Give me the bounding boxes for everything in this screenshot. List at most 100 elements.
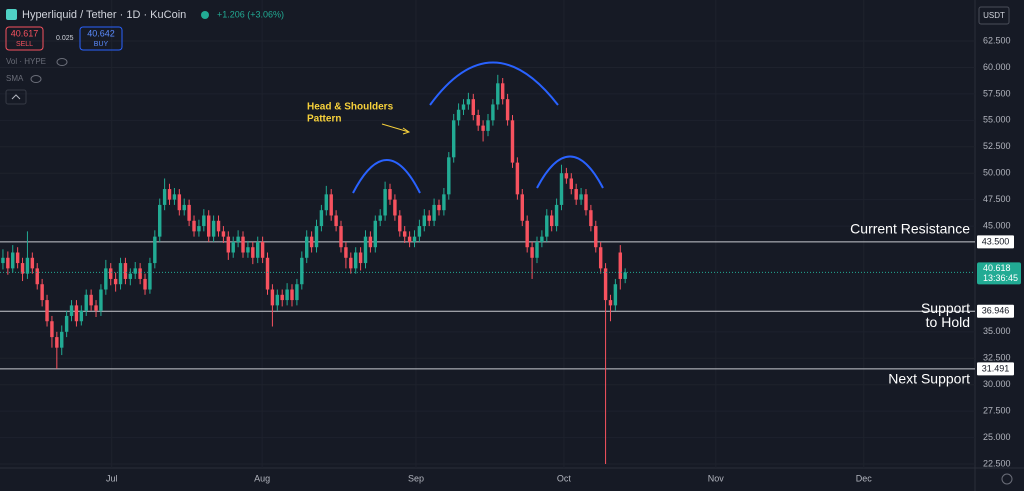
candle-body: [510, 120, 515, 163]
candle-body: [104, 268, 108, 290]
x-tick-label: Oct: [557, 473, 572, 483]
candle-body: [226, 236, 231, 253]
level-tag: [977, 235, 1014, 249]
candle-body: [329, 194, 333, 216]
candle-body: [30, 257, 35, 269]
candle-body: [280, 294, 284, 301]
candle-body: [530, 247, 534, 258]
candle-body: [94, 305, 98, 311]
candle-body: [623, 272, 627, 279]
candle-body: [412, 236, 417, 242]
candle-body: [525, 220, 529, 248]
pattern-arrow: [381, 123, 411, 135]
head-arc: [429, 61, 559, 106]
y-tick-label: 25.000: [983, 432, 1011, 442]
chevron: [11, 94, 21, 100]
candle-body: [260, 241, 265, 258]
candle-body: [182, 204, 186, 211]
candle-body: [339, 226, 343, 248]
symbol[interactable]: Hyperliquid / Tether · 1D · KuCoin: [22, 9, 186, 21]
countdown: 13:36:45: [983, 273, 1018, 283]
buy-button[interactable]: [79, 26, 123, 51]
candle-body: [540, 236, 544, 242]
candle-body: [618, 252, 622, 279]
sell-button[interactable]: [5, 26, 44, 51]
collapse-button[interactable]: [5, 89, 27, 105]
candle-body: [481, 125, 485, 131]
candle-body: [442, 194, 446, 211]
level-tag: [977, 362, 1014, 376]
candle-body: [202, 215, 206, 227]
spread: 0.025: [56, 35, 74, 42]
symbol-icon: [6, 9, 17, 20]
candle-body: [216, 220, 221, 232]
candle-body: [569, 178, 573, 190]
candle-body: [153, 236, 157, 264]
candle-body: [192, 220, 196, 232]
candle-body: [505, 99, 510, 121]
currency-button[interactable]: [978, 6, 1010, 25]
candle-body: [162, 189, 167, 205]
level-label: 31.491: [982, 363, 1010, 373]
candle-body: [74, 305, 79, 322]
candle-body: [574, 189, 578, 200]
sma-indicator[interactable]: SMA: [6, 74, 24, 83]
x-tick-label: Aug: [254, 473, 270, 483]
candle-body: [447, 157, 451, 195]
candle-body: [535, 241, 539, 258]
candle-body: [334, 215, 338, 227]
y-tick-label: 55.000: [983, 115, 1011, 125]
level-tag: [977, 304, 1014, 318]
sell-label: SELL: [16, 41, 33, 48]
y-tick-label: 52.500: [983, 141, 1011, 151]
candle-body: [388, 189, 392, 200]
candle-body: [579, 194, 583, 200]
candle-body: [1, 257, 5, 264]
currency: USDT: [983, 11, 1005, 20]
candle-body: [378, 215, 382, 221]
level-label: 36.946: [982, 306, 1010, 316]
candle-body: [407, 236, 412, 242]
candle-body: [314, 226, 319, 248]
last-price-tag: [977, 262, 1021, 285]
last-price-label: 40.618: [983, 263, 1011, 273]
hide-icon[interactable]: [30, 75, 42, 83]
candle-body: [589, 210, 593, 227]
hide-icon[interactable]: [56, 58, 68, 66]
candle-body: [373, 220, 378, 248]
candle-body: [50, 321, 54, 338]
candle-body: [545, 215, 549, 237]
candle-body: [69, 305, 74, 316]
candle-body: [613, 284, 618, 306]
candle-body: [197, 226, 201, 232]
candle-body: [358, 252, 363, 264]
candle-body: [11, 252, 15, 269]
buy-label: BUY: [94, 41, 109, 48]
y-tick-label: 50.000: [983, 168, 1011, 178]
level-annotation: Next Support: [888, 371, 970, 387]
candle-body: [221, 231, 226, 237]
candle-body: [143, 278, 147, 290]
candle-body: [471, 99, 476, 116]
candle-body: [177, 194, 182, 211]
candle-body: [246, 247, 250, 253]
candle-body: [64, 315, 69, 332]
candle-body: [45, 300, 49, 322]
candle-body: [422, 215, 427, 227]
candle-body: [15, 252, 20, 264]
candle-body: [25, 257, 30, 274]
candle-body: [295, 284, 299, 301]
candle-body: [79, 310, 84, 322]
candle-body: [113, 278, 118, 285]
volume-indicator[interactable]: Vol · HYPE: [6, 57, 46, 66]
y-tick-label: 62.500: [983, 35, 1011, 45]
candle-body: [603, 268, 608, 301]
right-shoulder-arc: [536, 155, 604, 189]
candle-body: [138, 268, 142, 279]
candle-body: [285, 289, 289, 301]
candle-body: [99, 289, 103, 311]
settings-icon[interactable]: [1001, 473, 1013, 485]
grid: [0, 0, 975, 468]
